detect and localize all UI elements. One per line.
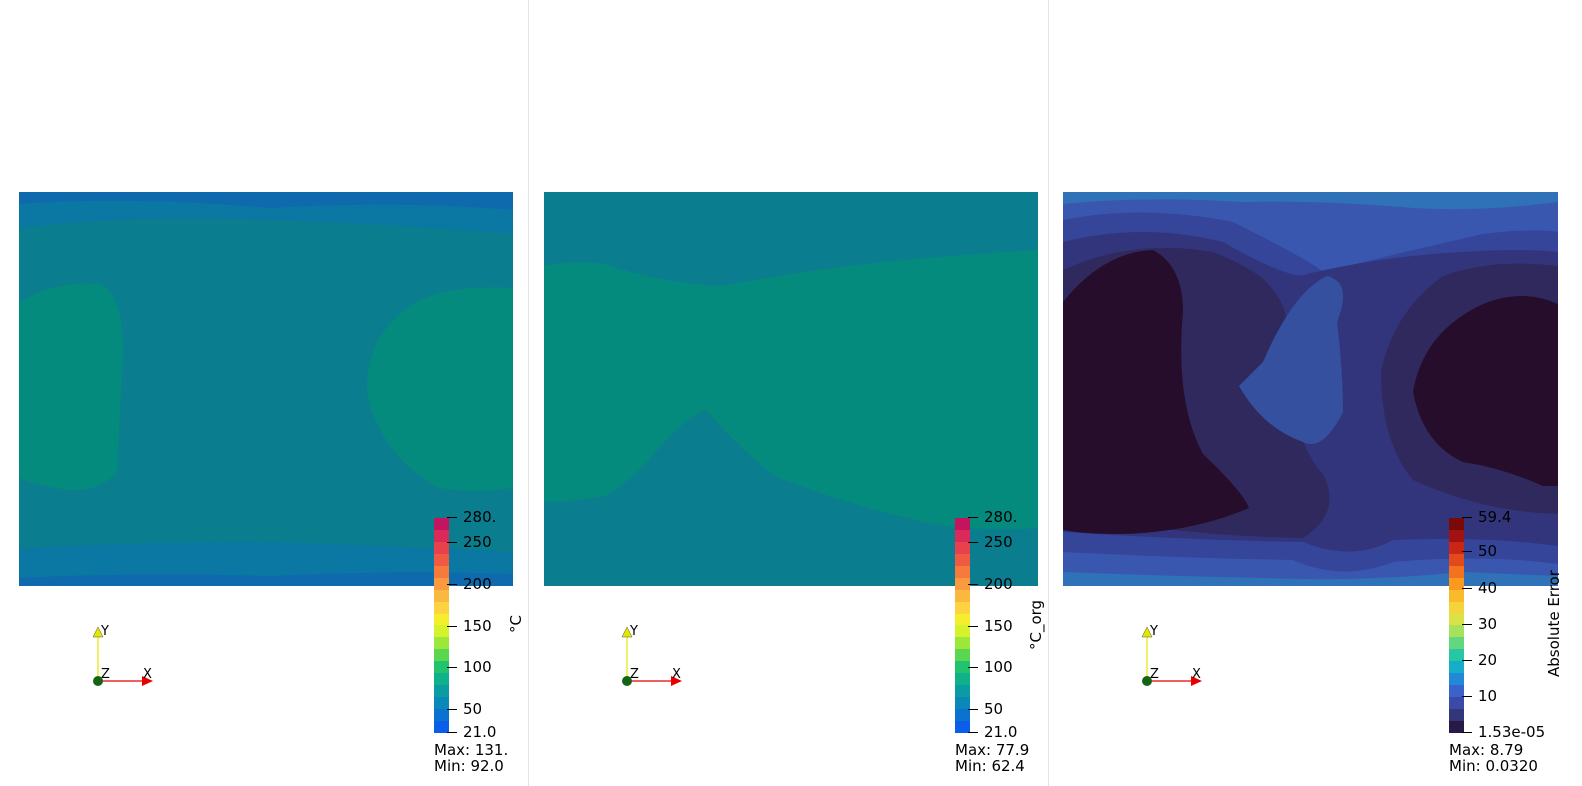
legend-tick: 21.0 bbox=[967, 723, 1018, 741]
axis-y-label: Y bbox=[630, 624, 638, 639]
legend-tick: 50 bbox=[446, 700, 483, 718]
max-value-label: Max: 131. bbox=[434, 741, 509, 759]
legend-tick: 50 bbox=[967, 700, 1004, 718]
legend-ticks-original: 280. 250 200 150 100 50 21.0 bbox=[967, 0, 1044, 786]
legend-tick: 200 bbox=[447, 575, 492, 593]
legend-tick: 150 bbox=[968, 617, 1013, 635]
range-stats-predicted: Max: 131. Min: 92.0 bbox=[434, 742, 508, 774]
legend-tick: 50 bbox=[1461, 542, 1498, 560]
orientation-axes-absolute-error: Y Z X bbox=[1137, 623, 1217, 703]
axis-y-label: Y bbox=[101, 624, 109, 639]
render-view-predicted[interactable] bbox=[19, 192, 513, 586]
legend-tick: 100 bbox=[968, 658, 1013, 676]
legend-tick: 40 bbox=[1461, 579, 1498, 597]
axis-x-label: X bbox=[1192, 667, 1201, 682]
min-value-label: Min: 62.4 bbox=[955, 757, 1025, 775]
axis-y-label: Y bbox=[1150, 624, 1158, 639]
orientation-axes-predicted: Y Z X bbox=[88, 623, 168, 703]
axis-x-label: X bbox=[143, 667, 152, 682]
legend-tick: 280. bbox=[967, 508, 1018, 526]
color-legend-bar-original[interactable] bbox=[955, 518, 970, 733]
view-divider-2[interactable] bbox=[1048, 0, 1049, 786]
range-stats-absolute-error: Max: 8.79 Min: 0.0320 bbox=[1449, 742, 1538, 774]
axis-z-label: Z bbox=[101, 667, 110, 682]
legend-tick: 250 bbox=[968, 533, 1013, 551]
legend-tick: 20 bbox=[1461, 651, 1498, 669]
legend-tick: 100 bbox=[447, 658, 492, 676]
legend-tick: 250 bbox=[447, 533, 492, 551]
legend-title-original: °C_org bbox=[1027, 599, 1045, 650]
legend-tick: 10 bbox=[1461, 687, 1498, 705]
legend-tick: 30 bbox=[1461, 615, 1498, 633]
legend-ticks-predicted: 280. 250 200 150 100 50 21.0 bbox=[446, 0, 523, 786]
axis-x-label: X bbox=[672, 667, 681, 682]
legend-tick: 59.4 bbox=[1461, 508, 1512, 526]
color-legend-bar-predicted[interactable] bbox=[434, 518, 449, 733]
min-value-label: Min: 92.0 bbox=[434, 757, 504, 775]
view-divider-1[interactable] bbox=[528, 0, 529, 786]
contour-plot-absolute-error bbox=[1063, 192, 1558, 586]
legend-tick: 150 bbox=[447, 617, 492, 635]
legend-tick: 280. bbox=[446, 508, 497, 526]
legend-tick: 200 bbox=[968, 575, 1013, 593]
axis-z-label: Z bbox=[1150, 667, 1159, 682]
legend-title-predicted: °C bbox=[507, 615, 525, 633]
color-legend-bar-absolute-error[interactable] bbox=[1449, 518, 1464, 733]
min-value-label: Min: 0.0320 bbox=[1449, 757, 1538, 775]
range-stats-original: Max: 77.9 Min: 62.4 bbox=[955, 742, 1029, 774]
contour-plot-predicted bbox=[19, 192, 513, 586]
max-value-label: Max: 77.9 bbox=[955, 741, 1030, 759]
max-value-label: Max: 8.79 bbox=[1449, 741, 1524, 759]
orientation-axes-original: Y Z X bbox=[617, 623, 697, 703]
render-view-absolute-error[interactable] bbox=[1063, 192, 1558, 586]
legend-ticks-absolute-error: 59.4 50 40 30 20 10 1.53e-05 bbox=[1461, 0, 1558, 786]
legend-tick: 1.53e-05 bbox=[1461, 723, 1546, 741]
axis-z-label: Z bbox=[630, 667, 639, 682]
legend-title-absolute-error: Absolute Error bbox=[1545, 570, 1563, 677]
legend-tick: 21.0 bbox=[446, 723, 497, 741]
